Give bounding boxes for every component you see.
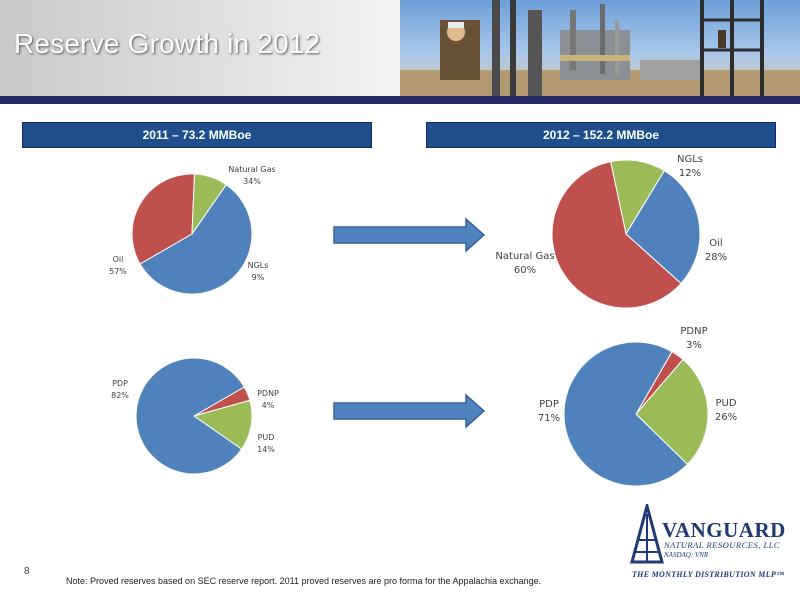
slice-label-pdp: PDP [112, 379, 128, 388]
pie-chart-2012-category: PDNP 3% PUD 26% PDP 71% [538, 326, 737, 487]
slice-label-oil: Oil [113, 255, 124, 264]
slice-percent-pdnp: 3% [686, 340, 702, 351]
logo-tagline: THE MONTHLY DISTRIBUTION MLP™ [632, 570, 785, 579]
logo-ticker: NASDAQ: VNR [664, 551, 709, 559]
slice-percent-ngls: 9% [252, 273, 265, 282]
header-photo-strip [400, 0, 800, 96]
slice-percent-oil: 57% [109, 267, 127, 276]
slice-percent-oil: 28% [705, 252, 727, 263]
slice-percent-pud: 14% [257, 445, 275, 454]
slice-label-pud: PUD [715, 398, 736, 409]
derrick-logo-icon [630, 504, 664, 564]
footnote: Note: Proved reserves based on SEC reser… [66, 576, 542, 586]
oil-rig-illustration [400, 0, 800, 96]
growth-arrow-top [333, 217, 486, 253]
pie-slice-pud [635, 358, 709, 466]
panel-header-2011: 2011 – 73.2 MMBoe [22, 122, 372, 148]
slice-percent-natural-gas: 34% [243, 177, 261, 186]
pie-chart-2011-commodity: Natural Gas 34% NGLs 9% Oil 57% [109, 165, 276, 295]
slice-label-ngls: NGLs [248, 261, 269, 270]
pie-slice-natural-gas [551, 161, 682, 309]
slide-header: Reserve Growth in 2012 [0, 0, 800, 96]
page-title: Reserve Growth in 2012 [14, 28, 321, 59]
slice-percent-ngls: 12% [679, 168, 701, 179]
logo-subtitle: NATURAL RESOURCES, LLC [664, 540, 781, 550]
slice-label-natural-gas: Natural Gas [228, 165, 275, 174]
pie-slice-pud [192, 399, 253, 450]
slice-label-oil: Oil [709, 238, 722, 249]
slice-percent-pdp: 71% [538, 413, 560, 424]
slice-percent-natural-gas: 60% [514, 265, 536, 276]
slice-label-pdp: PDP [539, 399, 559, 410]
slice-percent-pdp: 82% [111, 391, 129, 400]
panel-header-2012: 2012 – 152.2 MMBoe [426, 122, 776, 148]
pie-chart-2011-category: PDNP 4% PUD 14% PDP 82% [111, 357, 279, 475]
pie-slice-pdp [563, 341, 689, 487]
slice-label-natural-gas: Natural Gas [495, 251, 554, 262]
slide-number: 8 [24, 566, 30, 577]
slice-percent-pdnp: 4% [262, 401, 275, 410]
logo-name: VANGUARD [662, 518, 786, 542]
slice-label-pdnp: PDNP [257, 389, 279, 398]
pie-slice-oil [625, 170, 701, 285]
slice-label-pud: PUD [258, 433, 275, 442]
slice-label-ngls: NGLs [677, 154, 703, 165]
slice-percent-pud: 26% [715, 412, 737, 423]
company-logo: VANGUARD NATURAL RESOURCES, LLC NASDAQ: … [628, 500, 788, 590]
pie-chart-2012-commodity: NGLs 12% Oil 28% Natural Gas 60% [495, 154, 727, 309]
growth-arrow-bottom [333, 393, 486, 429]
pie-slice-oil [139, 184, 253, 295]
pie-slice-pdp [135, 357, 245, 475]
header-divider-bar [0, 96, 800, 104]
slice-label-pdnp: PDNP [680, 326, 707, 337]
